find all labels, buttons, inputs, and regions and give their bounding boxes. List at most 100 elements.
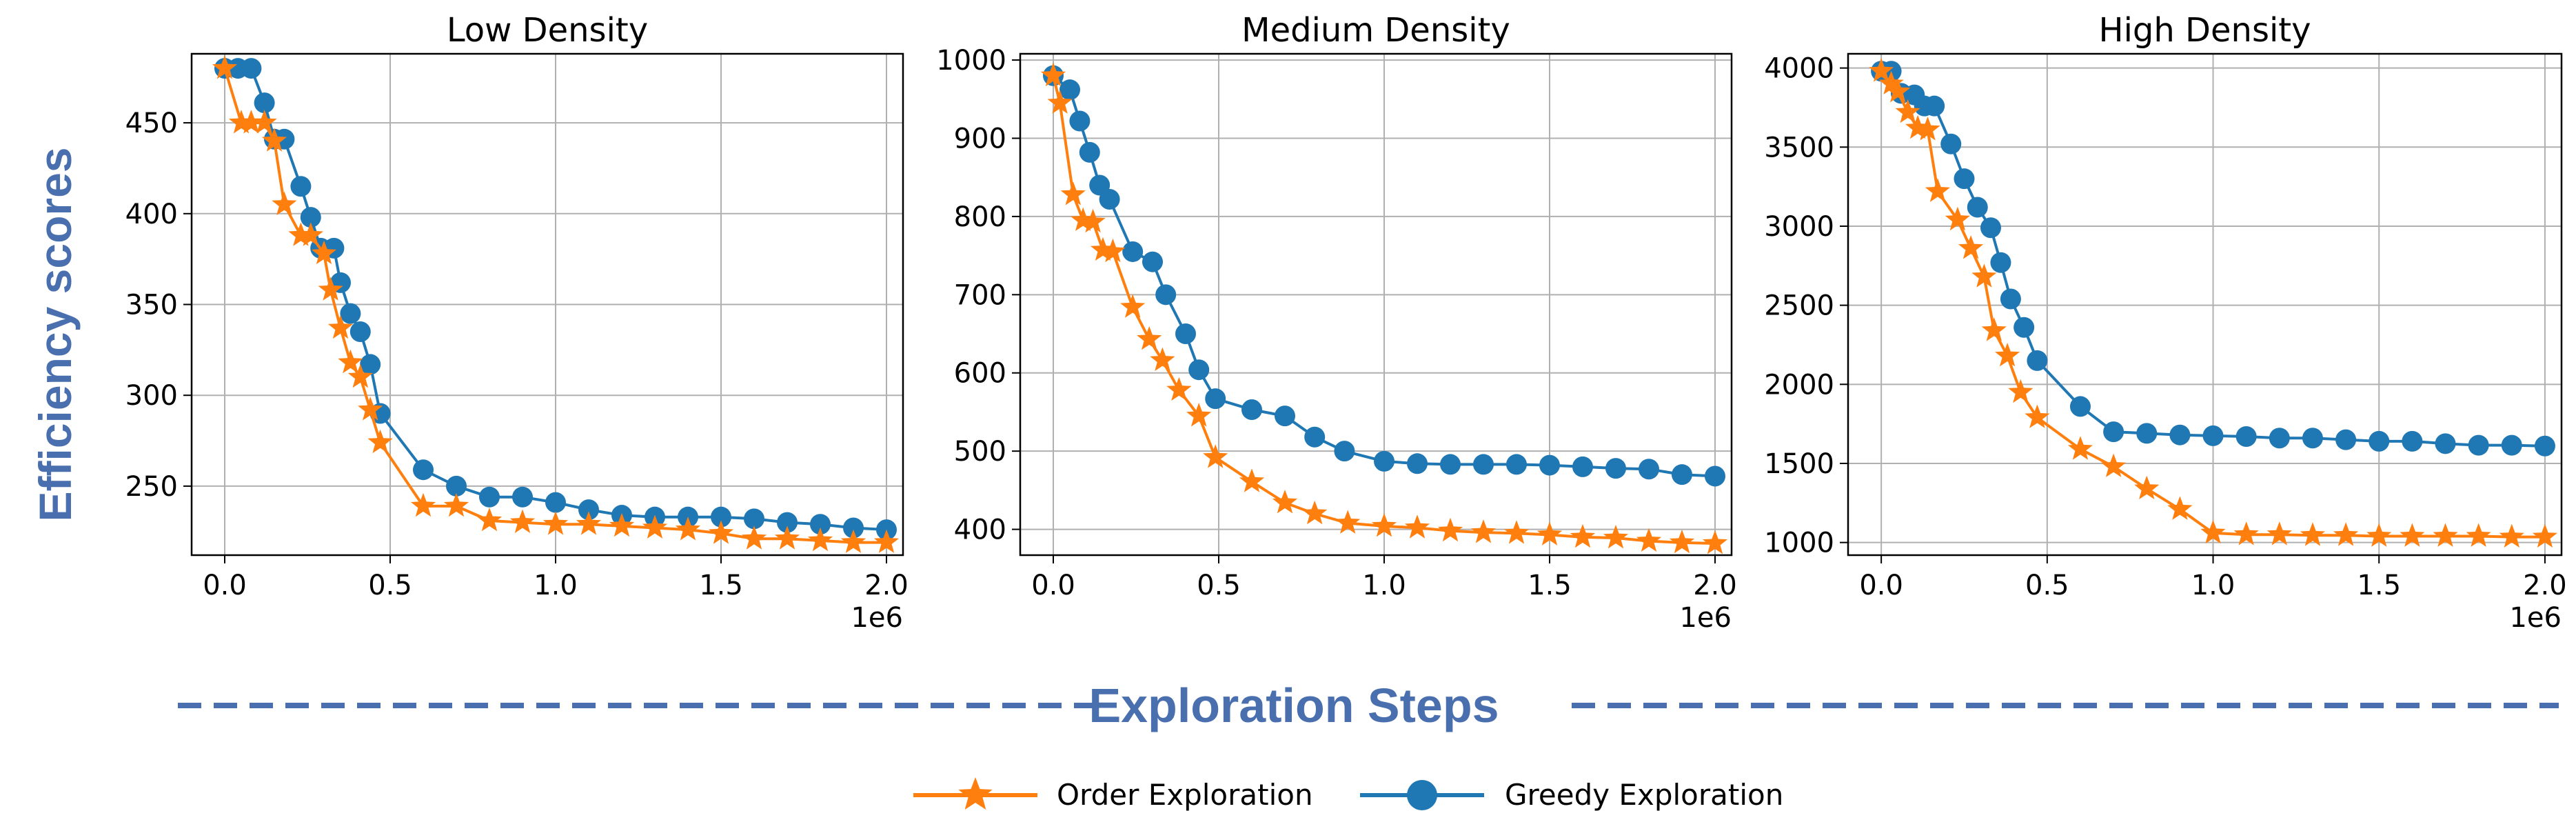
data-point-circle [1924, 95, 1945, 117]
data-point-circle [1122, 241, 1144, 262]
data-point-star [1702, 530, 1728, 554]
data-point-star [2067, 436, 2093, 460]
panel-title: Medium Density [1241, 11, 1510, 50]
data-point-circle [2468, 434, 2489, 456]
data-point-star [298, 222, 323, 246]
data-point-circle [1275, 406, 1295, 427]
data-point-star [675, 517, 701, 541]
y-tick-label: 300 [125, 380, 178, 412]
data-point-star [338, 349, 363, 374]
x-axis-label: Exploration Steps [1088, 679, 1499, 732]
data-point-circle [413, 459, 434, 481]
y-tick-label: 600 [954, 358, 1006, 390]
legend-order-label: Order Exploration [1057, 778, 1313, 812]
x-tick-label: 0.0 [1031, 570, 1075, 601]
data-point-circle [254, 92, 275, 114]
data-point-circle [1605, 458, 1626, 479]
data-point-circle [1506, 454, 1527, 475]
data-point-circle [2069, 396, 2091, 417]
data-point-circle [810, 514, 831, 535]
grid-lines [1848, 54, 2562, 555]
data-point-circle [1099, 188, 1120, 210]
data-point-star [741, 525, 767, 550]
data-point-star [1869, 58, 1894, 82]
data-point-circle [349, 321, 371, 343]
data-point-circle [578, 499, 599, 521]
data-point-circle [1572, 456, 1593, 477]
data-point-star [873, 529, 900, 553]
data-point-star [1047, 90, 1073, 114]
data-point-star [1302, 500, 1328, 525]
data-point-star [2466, 523, 2491, 547]
data-point-star [1120, 294, 1146, 318]
data-point-circle [711, 506, 731, 528]
data-point-circle [512, 486, 533, 508]
data-point-star [807, 527, 833, 552]
data-point-star [1437, 517, 1463, 542]
y-axis-label: Efficiency scores [30, 148, 81, 522]
data-point-star [1470, 519, 1497, 543]
data-point-star [318, 277, 343, 301]
data-point-star [327, 314, 354, 339]
data-point-circle [1069, 110, 1091, 132]
data-point-star [2134, 475, 2160, 499]
data-point-circle [545, 492, 566, 513]
y-tick-label: 250 [125, 471, 178, 503]
data-point-star [1915, 117, 1940, 141]
y-tick-label: 2500 [1764, 290, 1834, 322]
data-point-circle [2169, 424, 2191, 445]
y-tick-label: 450 [125, 108, 178, 139]
data-point-circle [2435, 433, 2456, 454]
data-point-star [228, 110, 254, 134]
plot-frame [1019, 52, 1733, 557]
data-point-star [1186, 403, 1212, 427]
data-point-star [1958, 235, 1984, 259]
data-point-circle [2501, 434, 2522, 456]
data-point-star [1925, 178, 1950, 202]
y-tick-label: 1000 [1764, 528, 1834, 559]
data-point-circle [1334, 441, 1355, 462]
data-point-star [1981, 317, 2007, 341]
data-point-circle [2534, 435, 2555, 457]
data-point-star [2300, 522, 2325, 546]
data-point-star [1971, 263, 1997, 288]
legend: Order Exploration Greedy Exploration [913, 777, 1783, 812]
data-point-circle [1940, 133, 1962, 154]
data-point-star [840, 529, 866, 553]
data-point-circle [2369, 430, 2390, 452]
x-tick-label: 1.5 [2357, 570, 2401, 601]
data-point-circle [300, 207, 321, 228]
series-order-exploration [1869, 58, 2557, 548]
x-tick-label: 1.5 [1528, 570, 1572, 601]
x-multiplier-label: 1e6 [1679, 602, 1732, 634]
data-point-circle [1241, 399, 1262, 421]
data-point-star [542, 511, 569, 535]
data-point-star [1603, 525, 1629, 549]
x-multiplier-label: 1e6 [851, 602, 903, 634]
legend-order-star-icon [958, 777, 993, 810]
data-point-circle [777, 512, 798, 533]
data-point-star [1995, 343, 2020, 367]
data-point-circle [843, 517, 864, 539]
data-point-circle [1155, 284, 1177, 306]
plot-frame [1847, 52, 2563, 557]
data-point-star [2233, 521, 2259, 545]
data-point-star [1272, 490, 1298, 514]
data-point-star [2400, 523, 2425, 547]
data-point-circle [2335, 429, 2357, 450]
y-tick-label: 500 [954, 436, 1006, 468]
data-point-star [1080, 208, 1106, 233]
data-point-circle [2235, 425, 2257, 447]
panel-2: 0.0 0.5 1.0 1.5 2.0 400 500 600 700 800 900 1000 1e6… [936, 11, 1737, 634]
x-tick-label: 0.5 [368, 570, 412, 601]
plot-frame [190, 52, 904, 557]
data-point-star [272, 191, 297, 215]
y-tick-label: 1500 [1764, 448, 1834, 480]
panel-title: Low Density [447, 11, 648, 50]
x-tick-label: 2.0 [2523, 570, 2567, 601]
legend-item-greedy: Greedy Exploration [1360, 778, 1783, 812]
data-point-star [509, 509, 536, 533]
legend-greedy-circle-icon [1407, 780, 1437, 810]
x-tick-label: 1.0 [534, 570, 578, 601]
